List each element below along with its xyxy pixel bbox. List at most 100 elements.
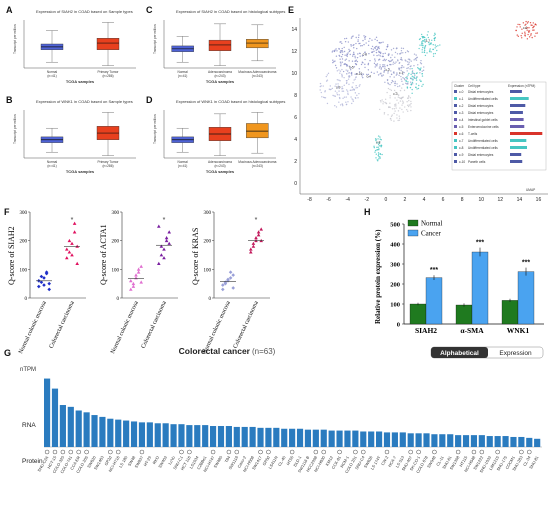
cluster-label: c-10 (356, 72, 362, 76)
cell-line-bar (83, 412, 90, 447)
umap-point (434, 47, 436, 49)
umap-ytick: 4 (294, 137, 297, 143)
umap-point (354, 60, 356, 62)
cell-line-bar (502, 436, 509, 447)
legend-swatch (454, 90, 457, 93)
qscore-point (249, 250, 253, 254)
umap-point (402, 96, 404, 98)
legend-celltype: Enteroendocrine cells (468, 125, 499, 129)
cancer-bar (517, 271, 535, 325)
umap-point (427, 31, 429, 33)
umap-point (407, 110, 409, 112)
boxplot-ylabel: Transcript per million (13, 114, 17, 144)
umap-point (371, 45, 374, 48)
umap-point (345, 58, 348, 60)
umap-point (357, 53, 359, 55)
ytick-label: 500 (390, 222, 400, 229)
cell-line-bar (415, 433, 422, 447)
umap-point (364, 36, 366, 39)
cell-line-label: T84 (223, 454, 231, 463)
umap-point (406, 67, 408, 70)
cell-line-bar (154, 423, 161, 447)
umap-point (530, 33, 532, 35)
umap-point (341, 87, 344, 90)
umap-point (343, 84, 345, 87)
umap-point (380, 51, 382, 54)
umap-point (382, 59, 384, 62)
cluster-label: c-7 (426, 39, 431, 43)
umap-point (334, 95, 337, 97)
cell-line-bar (107, 418, 114, 447)
protein-marker (337, 449, 342, 455)
umap-point (413, 76, 416, 78)
umap-point (334, 64, 337, 67)
cell-line-label: HT55 (285, 454, 295, 466)
umap-point (357, 40, 359, 43)
umap-point (407, 63, 409, 66)
umap-point (396, 73, 398, 75)
umap-point (394, 105, 396, 107)
chart-title: Colorectal cancer (179, 346, 251, 356)
umap-point (350, 37, 353, 39)
umap-point (379, 108, 381, 111)
umap-point (349, 69, 352, 71)
umap-point (393, 112, 395, 115)
qscore-point (139, 264, 143, 268)
umap-point (352, 55, 354, 57)
qscore-point (251, 241, 256, 245)
ytick-label: 100 (20, 268, 28, 273)
umap-point (382, 74, 385, 76)
umap-point (394, 51, 397, 54)
umap-point (392, 63, 394, 65)
umap-point (327, 72, 330, 75)
umap-point (347, 52, 349, 54)
umap-point (378, 67, 381, 69)
umap-point (387, 59, 390, 62)
umap-point (341, 53, 344, 56)
legend-cluster: c-10 (459, 160, 465, 164)
umap-point (352, 44, 354, 47)
umap-point (375, 139, 377, 142)
umap-point (413, 53, 416, 55)
umap-point (338, 69, 340, 71)
umap-point (411, 67, 413, 70)
qscore-point (162, 247, 166, 251)
qscore-panel: F Q-score of SIAH2 0 100 200 300 * Normal colon… (4, 207, 270, 355)
umap-point (395, 107, 397, 109)
umap-point (358, 42, 360, 45)
cell-line-bar (352, 430, 359, 447)
umap-point (387, 82, 389, 84)
umap-point (521, 32, 523, 35)
umap-point (395, 105, 397, 107)
umap-point (386, 64, 389, 67)
protein-marker (258, 449, 263, 455)
umap-point (524, 24, 526, 26)
umap-point (320, 91, 322, 94)
legend-cluster: c-8 (459, 146, 464, 150)
umap-point (350, 45, 352, 47)
qscore-point (136, 267, 141, 271)
legend-swatch (454, 132, 457, 135)
umap-point (341, 68, 343, 71)
umap-point (377, 154, 380, 157)
protein-marker (179, 449, 184, 455)
legend-swatch (407, 219, 419, 227)
umap-xtick: 8 (461, 197, 464, 203)
umap-point (413, 72, 416, 75)
umap-point (423, 39, 426, 41)
umap-point (420, 33, 423, 36)
umap-point (532, 29, 534, 31)
umap-point (382, 103, 384, 105)
umap-point (341, 61, 343, 63)
cell-line-bar (217, 426, 225, 447)
umap-point (517, 23, 519, 26)
umap-point (385, 48, 388, 51)
legend-cluster: c-4 (459, 118, 464, 122)
umap-point (374, 58, 376, 60)
umap-point (395, 103, 397, 105)
umap-point (395, 47, 398, 49)
umap-point (421, 75, 424, 77)
cancer-bar (425, 277, 443, 325)
legend-celltype: Paneth cells (468, 160, 486, 164)
cell-line-label: HCA-7 (387, 454, 398, 468)
